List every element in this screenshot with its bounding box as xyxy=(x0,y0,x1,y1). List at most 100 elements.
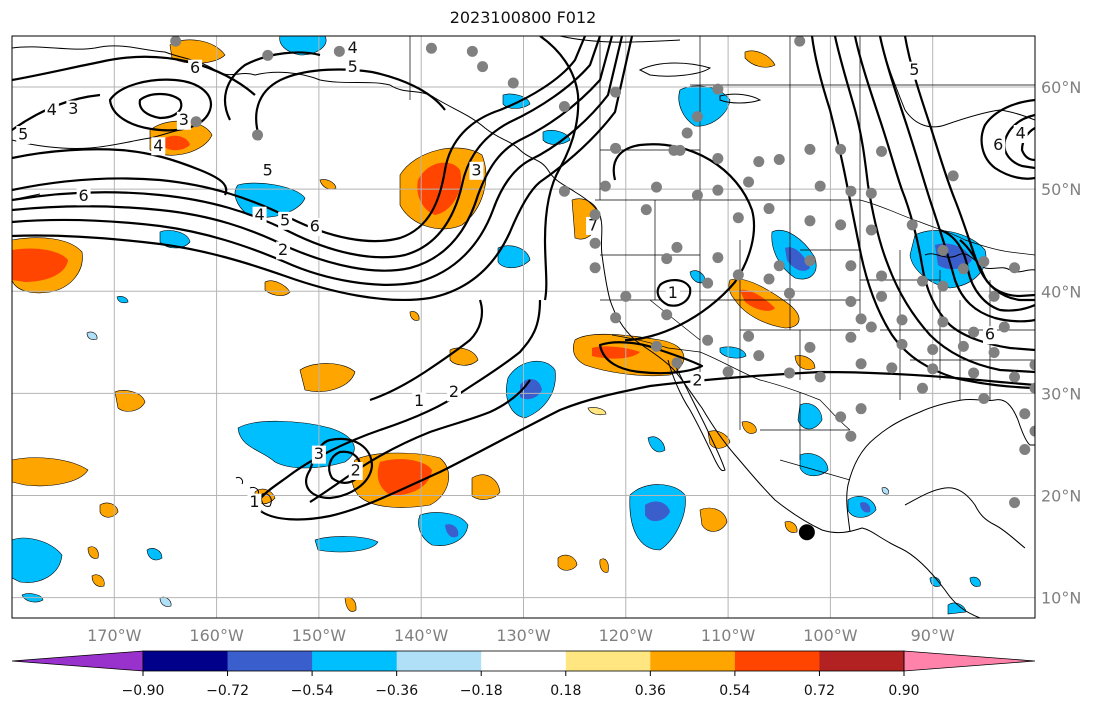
station-dot xyxy=(968,326,980,338)
contour-label-bg xyxy=(278,211,293,230)
lat-tick-label: 50°N xyxy=(1041,180,1081,199)
shade-negative xyxy=(314,536,379,553)
contour-label: 7 xyxy=(588,215,598,234)
contour-label-bg xyxy=(982,326,997,345)
contour-line xyxy=(223,51,321,121)
contour-label: 5 xyxy=(18,125,28,144)
shade-positive xyxy=(162,135,190,151)
shade-negative xyxy=(520,378,542,400)
station-dot xyxy=(671,357,683,369)
contour-line xyxy=(12,36,634,301)
contour-label-bg xyxy=(66,100,81,119)
contour-label-bg xyxy=(16,126,31,145)
station-dot xyxy=(988,290,1000,302)
shade-negative xyxy=(647,436,666,453)
contour-label: 6 xyxy=(310,216,320,235)
shade-positive xyxy=(264,280,291,296)
colorbar-labels: −0.90 −0.72 −0.54 −0.36 −0.18 0.18 0.36 0.54 0.7… xyxy=(122,671,920,699)
contour-label-bg xyxy=(247,493,262,512)
contour-line xyxy=(138,92,183,120)
contour-line xyxy=(255,68,446,141)
contour-label-bg xyxy=(176,111,191,130)
shade-light xyxy=(86,331,98,340)
contour-label: 6 xyxy=(79,186,89,205)
station-dot xyxy=(477,61,489,73)
map-title: 2023100800 F012 xyxy=(449,8,597,27)
contour-label-bg xyxy=(260,161,275,180)
coastline-gulf xyxy=(846,398,1035,533)
contour-label-bg xyxy=(311,445,326,464)
station-dot xyxy=(978,392,990,404)
contour-label-bg xyxy=(276,241,291,260)
shade-positive xyxy=(114,390,146,412)
station-dot xyxy=(927,343,939,355)
shade-positive xyxy=(599,558,609,573)
station-dot xyxy=(466,45,478,57)
colorbar-segment xyxy=(734,651,820,671)
contour-line xyxy=(12,148,228,196)
station-dot xyxy=(968,367,980,379)
station-dot xyxy=(599,180,611,192)
station-dot xyxy=(783,367,795,379)
shade-positive xyxy=(409,311,420,321)
colorbar-tick-label: 0.36 xyxy=(635,683,666,699)
station-dot xyxy=(712,153,724,165)
colorbar-segment xyxy=(819,651,905,671)
colorbar-segment xyxy=(565,651,651,671)
contour-line xyxy=(612,143,756,342)
contour-label: 6 xyxy=(993,135,1003,154)
station-dot xyxy=(855,403,867,415)
contour-label: 4 xyxy=(47,100,57,119)
station-dot xyxy=(937,244,949,256)
lon-tick-label: 90°W xyxy=(911,626,955,645)
station-dot xyxy=(855,358,867,370)
station-dot xyxy=(845,260,857,272)
station-dot xyxy=(773,154,785,166)
station-dot xyxy=(988,347,1000,359)
station-dot xyxy=(804,255,816,267)
colorbar-extend-high xyxy=(903,650,1036,672)
colorbar-segment xyxy=(481,651,567,671)
station-dot xyxy=(589,237,601,249)
station-dot xyxy=(712,184,724,196)
contour-line xyxy=(369,299,484,402)
contour-label-bg xyxy=(586,216,601,235)
station-dot xyxy=(835,219,847,231)
stations-layer xyxy=(170,36,1035,509)
colorbar-tick-label: 0.54 xyxy=(719,683,750,699)
contour-line xyxy=(980,98,1035,180)
contour-label-bg xyxy=(412,392,427,411)
station-dot xyxy=(886,362,898,374)
station-dot xyxy=(190,116,202,128)
colorbar-tick-label: 0.90 xyxy=(888,683,919,699)
station-dot xyxy=(712,83,724,95)
lon-tick-label: 160°W xyxy=(189,626,244,645)
shade-positive xyxy=(377,459,432,496)
station-dot xyxy=(732,212,744,224)
contour-label-bg xyxy=(907,61,922,80)
shade-positive xyxy=(87,546,99,559)
shade-negative xyxy=(237,420,355,469)
station-dot xyxy=(681,127,693,139)
station-dot xyxy=(610,312,622,324)
station-dot xyxy=(845,331,857,343)
station-dot xyxy=(763,273,775,285)
contour-label-bg xyxy=(1013,125,1028,144)
contour-line xyxy=(12,36,602,259)
lat-tick-label: 20°N xyxy=(1041,486,1081,505)
contour-label: 2 xyxy=(351,460,361,479)
station-dot xyxy=(674,144,686,156)
station-dot xyxy=(978,256,990,268)
shade-positive xyxy=(12,457,89,487)
contour-label: 5 xyxy=(348,57,358,76)
station-dot xyxy=(691,111,703,123)
contour-label-bg xyxy=(348,461,363,480)
colorbar-tick-label: −0.18 xyxy=(460,683,503,699)
station-dot xyxy=(865,224,877,236)
shade-negative xyxy=(542,130,571,145)
contour-label-bg xyxy=(446,383,461,402)
station-dot xyxy=(876,290,888,302)
station-dot xyxy=(906,219,918,231)
contour-label: 3 xyxy=(179,110,189,129)
